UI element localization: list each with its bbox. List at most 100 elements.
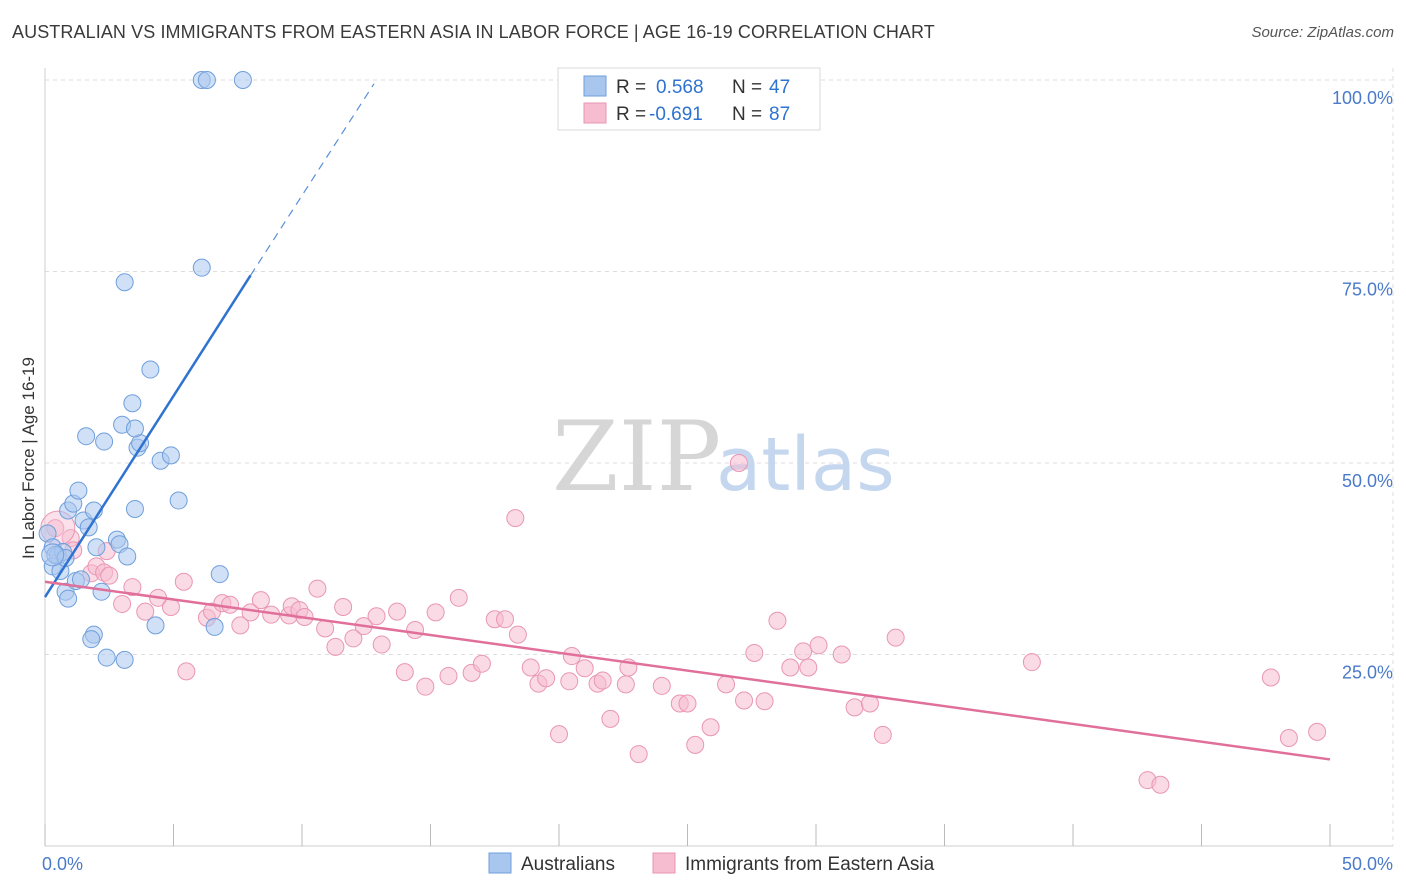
immigrants-point-78	[729, 454, 748, 472]
series-australians-points	[38, 71, 252, 669]
immigrants-point-54	[593, 671, 612, 690]
immigrants-point-33	[372, 635, 391, 654]
legend-r-label-2: R =	[616, 104, 646, 125]
immigrants-point-36	[406, 620, 425, 639]
immigrants-point-9	[136, 602, 155, 621]
australians-point-41	[197, 71, 216, 89]
immigrants-point-69	[781, 658, 800, 677]
legend-r-value-1: 0.568	[656, 77, 704, 98]
x-tick-label-50: 50.0%	[1342, 854, 1393, 874]
immigrants-point-7	[113, 594, 132, 613]
correlation-legend: R = 0.568 N = 47 R = -0.691 N = 87	[557, 67, 821, 131]
immigrants-point-73	[832, 645, 851, 664]
australians-point-37	[169, 491, 188, 510]
y-tick-label-100: 100.0%	[1332, 88, 1393, 108]
australians-trend-extension	[250, 83, 375, 276]
immigrants-point-71	[799, 658, 818, 677]
immigrants-point-20	[251, 591, 270, 610]
trend-lines	[43, 83, 1331, 761]
immigrants-point-63	[701, 718, 720, 737]
australians-point-32	[125, 419, 144, 438]
australians-point-33	[141, 360, 160, 379]
immigrants-point-80	[1022, 653, 1041, 672]
immigrants-point-76	[873, 725, 892, 744]
legend-immigrants-swatch	[652, 852, 676, 874]
legend-n-label-1: N =	[732, 77, 762, 98]
immigrants-point-85	[1308, 722, 1327, 741]
y-axis-label: In Labor Force | Age 16-19	[19, 357, 38, 559]
immigrants-point-67	[755, 692, 774, 711]
australians-point-20	[97, 648, 116, 667]
immigrants-point-83	[1261, 668, 1280, 687]
source-credit: Source: ZipAtlas.com	[1251, 24, 1394, 41]
australians-point-34	[146, 616, 165, 635]
legend-australians-label: Australians	[521, 854, 615, 875]
immigrants-point-52	[575, 659, 594, 678]
watermark-zip: ZIP	[552, 401, 721, 513]
legend-r-value-2: -0.691	[649, 104, 703, 125]
immigrants-point-62	[686, 735, 705, 754]
australians-point-16	[87, 538, 106, 557]
immigrants-point-56	[616, 675, 635, 694]
immigrants-point-39	[439, 666, 458, 685]
australians-point-42	[233, 71, 252, 89]
immigrants-point-32	[367, 607, 386, 626]
australians-point-7	[59, 589, 78, 608]
immigrants-point-12	[174, 572, 193, 591]
legend-swatch-pink	[583, 102, 607, 124]
immigrants-point-49	[550, 725, 568, 744]
immigrants-point-66	[745, 643, 764, 662]
grid-lines	[45, 68, 1394, 846]
legend-n-label-2: N =	[732, 104, 762, 125]
watermark: ZIP atlas	[552, 401, 895, 513]
y-tick-labels: 25.0% 50.0% 75.0% 100.0%	[1332, 88, 1393, 683]
legend-australians-swatch	[488, 852, 512, 874]
australians-point-39	[115, 273, 134, 292]
immigrants-point-6	[100, 566, 119, 585]
immigrants-point-77	[886, 628, 905, 647]
series-legend: Australians Immigrants from Eastern Asia	[488, 852, 935, 875]
legend-immigrants-label: Immigrants from Eastern Asia	[685, 854, 935, 875]
y-tick-label-50: 50.0%	[1342, 471, 1393, 491]
immigrants-point-65	[735, 691, 754, 710]
immigrants-point-42	[472, 654, 491, 673]
immigrants-point-70	[794, 642, 813, 661]
immigrants-point-48	[537, 669, 556, 688]
immigrants-point-26	[308, 579, 327, 598]
immigrants-point-38	[426, 603, 445, 622]
australians-point-12	[69, 481, 88, 500]
australians-point-30	[77, 427, 96, 446]
y-tick-label-25: 25.0%	[1342, 663, 1393, 683]
axes	[44, 68, 1393, 847]
immigrants-point-35	[395, 663, 414, 682]
immigrants-point-40	[449, 588, 468, 607]
australians-point-19	[82, 630, 101, 649]
immigrants-point-61	[678, 694, 697, 713]
immigrants-point-58	[629, 745, 648, 764]
immigrants-point-55	[601, 709, 620, 728]
immigrants-point-18	[231, 616, 250, 635]
immigrants-point-72	[809, 636, 828, 655]
immigrants-point-34	[388, 602, 407, 621]
immigrants-point-79	[506, 509, 525, 528]
australians-point-43	[205, 617, 224, 636]
immigrants-point-44	[496, 610, 515, 629]
series-immigrants-points	[40, 454, 1327, 794]
immigrants-point-8	[123, 578, 142, 597]
australians-trend-line	[43, 274, 252, 598]
immigrants-point-46	[521, 658, 540, 677]
immigrants-point-50	[560, 672, 579, 691]
legend-swatch-blue	[583, 75, 607, 97]
immigrants-point-17	[221, 595, 240, 614]
x-tick-label-0: 0.0%	[42, 854, 83, 874]
chart-title: AUSTRALIAN VS IMMIGRANTS FROM EASTERN AS…	[12, 22, 935, 42]
australians-point-44	[210, 565, 229, 584]
australians-point-21	[115, 650, 134, 669]
australians-cluster-large	[41, 543, 65, 567]
australians-point-38	[192, 258, 211, 277]
australians-point-24	[118, 547, 137, 566]
immigrants-point-30	[344, 629, 363, 648]
australians-point-36	[161, 446, 180, 465]
immigrants-point-13	[177, 662, 196, 681]
